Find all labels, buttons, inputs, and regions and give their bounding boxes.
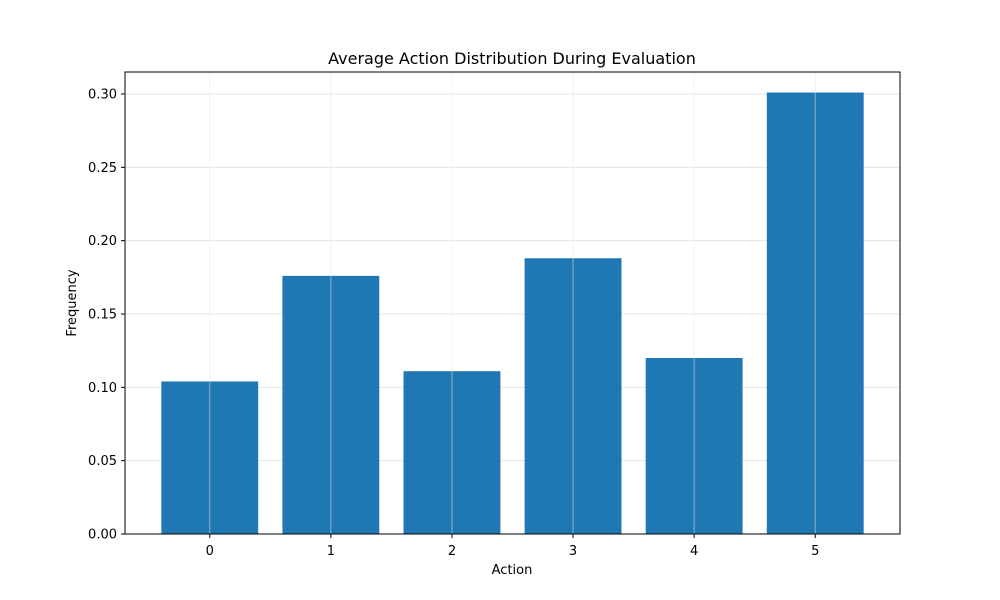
y-tick-label: 0.15 (88, 308, 117, 323)
y-tick-label: 0.25 (88, 161, 117, 176)
chart-title: Average Action Distribution During Evalu… (328, 49, 696, 68)
x-tick-label: 2 (448, 544, 456, 559)
x-tick-label: 0 (206, 544, 214, 559)
y-tick-label: 0.05 (88, 454, 117, 469)
plot-frame (124, 71, 901, 535)
x-tick-label: 5 (811, 544, 819, 559)
y-tick-label: 0.00 (88, 528, 117, 543)
x-axis-title: Action (492, 563, 533, 578)
x-tick-label: 3 (569, 544, 577, 559)
vertical-grid-lines (209, 72, 816, 534)
x-tick-label: 4 (690, 544, 698, 559)
y-tick-label: 0.10 (88, 381, 117, 396)
x-axis-ticks: 0 1 2 3 4 5 (206, 534, 819, 559)
y-tick-label: 0.30 (88, 88, 117, 103)
bars (161, 92, 864, 535)
y-axis-title: Frequency (65, 269, 80, 336)
y-tick-label: 0.20 (88, 234, 117, 249)
y-axis-ticks: 0.00 0.05 0.10 0.15 0.20 0.25 0.30 (88, 88, 125, 543)
x-tick-label: 1 (327, 544, 335, 559)
